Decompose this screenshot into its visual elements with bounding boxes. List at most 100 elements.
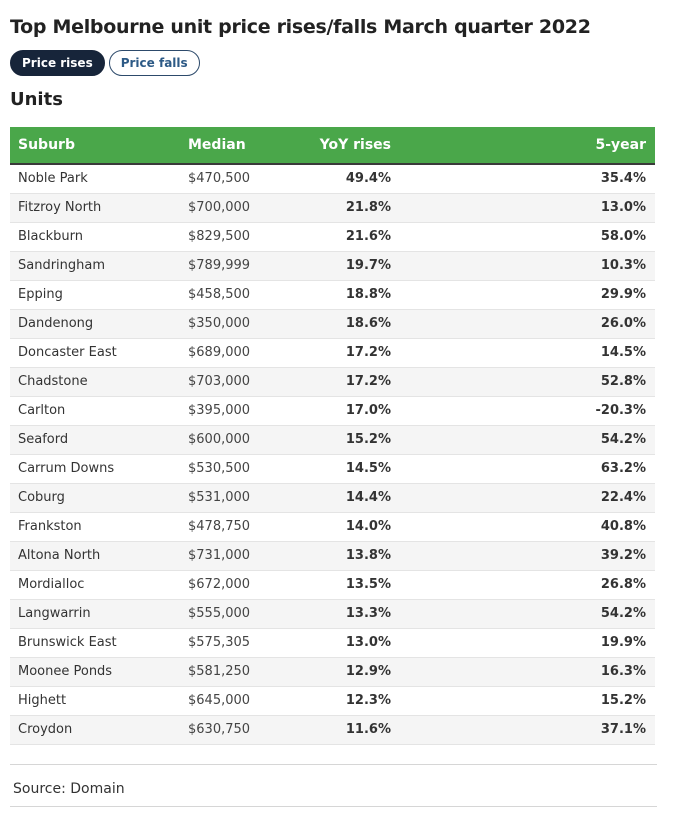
cell-suburb: Croydon	[10, 715, 188, 745]
cell-suburb: Epping	[10, 280, 188, 310]
cell-yoy: 13.5%	[308, 570, 391, 600]
table-row: Blackburn $829,500 21.6% 58.0%	[10, 222, 655, 252]
cell-5-year: 10.3%	[391, 251, 655, 281]
cell-5-year: 40.8%	[391, 512, 655, 542]
cell-suburb: Dandenong	[10, 309, 188, 339]
cell-suburb: Sandringham	[10, 251, 188, 281]
cell-5-year: 54.2%	[391, 425, 655, 455]
cell-suburb: Coburg	[10, 483, 188, 513]
cell-5-year: 37.1%	[391, 715, 655, 745]
cell-5-year: 26.0%	[391, 309, 655, 339]
cell-yoy: 17.2%	[308, 338, 391, 368]
cell-5-year: 13.0%	[391, 193, 655, 223]
table-row: Chadstone $703,000 17.2% 52.8%	[10, 367, 655, 397]
cell-yoy: 15.2%	[308, 425, 391, 455]
cell-5-year: 15.2%	[391, 686, 655, 716]
cell-median: $700,000	[188, 193, 308, 223]
cell-suburb: Blackburn	[10, 222, 188, 252]
table-row: Langwarrin $555,000 13.3% 54.2%	[10, 599, 655, 629]
table-row: Coburg $531,000 14.4% 22.4%	[10, 483, 655, 513]
cell-suburb: Doncaster East	[10, 338, 188, 368]
cell-yoy: 11.6%	[308, 715, 391, 745]
table-row: Brunswick East $575,305 13.0% 19.9%	[10, 628, 655, 658]
table-row: Dandenong $350,000 18.6% 26.0%	[10, 309, 655, 339]
section-title: Units	[10, 89, 63, 110]
cell-yoy: 17.2%	[308, 367, 391, 397]
cell-median: $703,000	[188, 367, 308, 397]
column-header-5-year[interactable]: 5-year	[391, 127, 655, 165]
cell-5-year: 29.9%	[391, 280, 655, 310]
tab-price-rises[interactable]: Price rises	[10, 50, 105, 76]
column-header-median[interactable]: Median	[188, 127, 308, 165]
cell-median: $689,000	[188, 338, 308, 368]
cell-suburb: Highett	[10, 686, 188, 716]
cell-5-year: 52.8%	[391, 367, 655, 397]
table-row: Carrum Downs $530,500 14.5% 63.2%	[10, 454, 655, 484]
cell-yoy: 14.5%	[308, 454, 391, 484]
source-note: Source: Domain	[13, 781, 125, 797]
cell-suburb: Carrum Downs	[10, 454, 188, 484]
cell-yoy: 12.9%	[308, 657, 391, 687]
page-title: Top Melbourne unit price rises/falls Mar…	[10, 16, 591, 38]
cell-yoy: 14.4%	[308, 483, 391, 513]
cell-5-year: -20.3%	[391, 396, 655, 426]
tab-price-falls[interactable]: Price falls	[108, 50, 200, 76]
cell-yoy: 21.6%	[308, 222, 391, 252]
table-row: Sandringham $789,999 19.7% 10.3%	[10, 251, 655, 281]
cell-yoy: 49.4%	[308, 164, 391, 194]
table-row: Highett $645,000 12.3% 15.2%	[10, 686, 655, 716]
cell-suburb: Noble Park	[10, 164, 188, 194]
cell-suburb: Carlton	[10, 396, 188, 426]
cell-yoy: 13.3%	[308, 599, 391, 629]
cell-suburb: Brunswick East	[10, 628, 188, 658]
table-row: Doncaster East $689,000 17.2% 14.5%	[10, 338, 655, 368]
table-body: Noble Park $470,500 49.4% 35.4% Fitzroy Nort…	[10, 164, 655, 745]
cell-median: $395,000	[188, 396, 308, 426]
cell-yoy: 18.6%	[308, 309, 391, 339]
cell-yoy: 18.8%	[308, 280, 391, 310]
cell-median: $672,000	[188, 570, 308, 600]
cell-yoy: 17.0%	[308, 396, 391, 426]
cell-yoy: 19.7%	[308, 251, 391, 281]
cell-suburb: Fitzroy North	[10, 193, 188, 223]
table-header-row: Suburb Median YoY rises 5-year	[10, 127, 655, 165]
table-row: Noble Park $470,500 49.4% 35.4%	[10, 164, 655, 194]
cell-yoy: 14.0%	[308, 512, 391, 542]
table-row: Fitzroy North $700,000 21.8% 13.0%	[10, 193, 655, 223]
cell-5-year: 54.2%	[391, 599, 655, 629]
table-row: Croydon $630,750 11.6% 37.1%	[10, 715, 655, 745]
cell-median: $350,000	[188, 309, 308, 339]
price-table: Suburb Median YoY rises 5-year Noble Par…	[10, 127, 655, 745]
cell-5-year: 58.0%	[391, 222, 655, 252]
cell-median: $600,000	[188, 425, 308, 455]
cell-median: $470,500	[188, 164, 308, 194]
cell-suburb: Chadstone	[10, 367, 188, 397]
cell-median: $531,000	[188, 483, 308, 513]
cell-yoy: 13.0%	[308, 628, 391, 658]
cell-suburb: Langwarrin	[10, 599, 188, 629]
cell-median: $478,750	[188, 512, 308, 542]
table-row: Altona North $731,000 13.8% 39.2%	[10, 541, 655, 571]
cell-suburb: Moonee Ponds	[10, 657, 188, 687]
cell-5-year: 26.8%	[391, 570, 655, 600]
cell-suburb: Altona North	[10, 541, 188, 571]
cell-suburb: Frankston	[10, 512, 188, 542]
cell-suburb: Seaford	[10, 425, 188, 455]
table-row: Epping $458,500 18.8% 29.9%	[10, 280, 655, 310]
cell-5-year: 14.5%	[391, 338, 655, 368]
cell-yoy: 21.8%	[308, 193, 391, 223]
cell-median: $530,500	[188, 454, 308, 484]
cell-median: $829,500	[188, 222, 308, 252]
table-row: Moonee Ponds $581,250 12.9% 16.3%	[10, 657, 655, 687]
cell-5-year: 16.3%	[391, 657, 655, 687]
divider	[10, 806, 657, 807]
table-row: Mordialloc $672,000 13.5% 26.8%	[10, 570, 655, 600]
column-header-suburb[interactable]: Suburb	[10, 127, 188, 165]
cell-median: $630,750	[188, 715, 308, 745]
cell-5-year: 39.2%	[391, 541, 655, 571]
cell-5-year: 35.4%	[391, 164, 655, 194]
tab-bar: Price rises Price falls	[10, 50, 200, 76]
cell-median: $458,500	[188, 280, 308, 310]
column-header-yoy[interactable]: YoY rises	[308, 127, 391, 165]
cell-median: $575,305	[188, 628, 308, 658]
